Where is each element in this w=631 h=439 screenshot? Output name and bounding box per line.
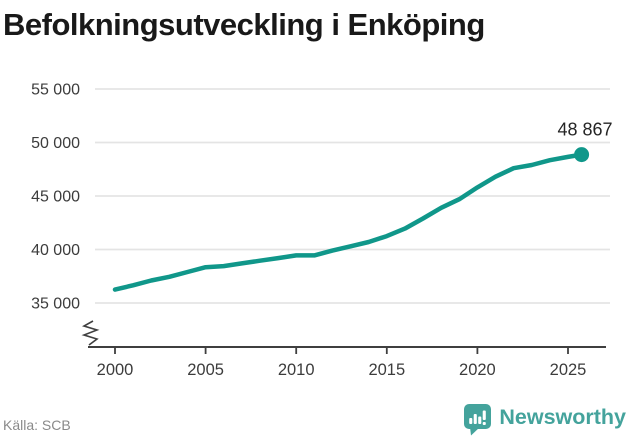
latest-point-dot — [574, 147, 590, 163]
y-tick-label: 35 000 — [31, 296, 80, 313]
y-tick-label: 55 000 — [31, 82, 80, 99]
x-axis: 2000 2005 2010 2015 2020 2025 — [88, 346, 606, 379]
y-tick-label: 40 000 — [31, 242, 80, 259]
x-tick-label: 2020 — [459, 361, 496, 379]
data-series — [112, 147, 590, 292]
gridlines — [95, 88, 610, 304]
latest-value-label: 48 867 — [558, 120, 613, 140]
y-tick-label: 50 000 — [31, 135, 80, 152]
x-tick-label: 2015 — [368, 361, 405, 379]
population-line — [112, 152, 584, 292]
y-axis-labels: 35 000 40 000 45 000 50 000 55 000 — [31, 82, 80, 313]
newsworthy-logo-text: Newsworthy — [499, 405, 626, 429]
newsworthy-logo[interactable]: Newsworthy — [463, 403, 626, 437]
y-tick-label: 45 000 — [31, 189, 80, 206]
x-tick-label: 2025 — [550, 361, 587, 379]
latest-value-annotation: 48 867 — [558, 120, 613, 140]
axis-break-squiggle — [81, 320, 100, 346]
newsworthy-logo-icon — [464, 404, 492, 436]
x-tick-label: 2005 — [187, 361, 224, 379]
x-tick-label: 2010 — [278, 361, 315, 379]
x-tick-label: 2000 — [97, 361, 134, 379]
chart-title: Befolkningsutveckling i Enköping — [3, 7, 485, 42]
source-note: Källa: SCB — [3, 417, 71, 433]
